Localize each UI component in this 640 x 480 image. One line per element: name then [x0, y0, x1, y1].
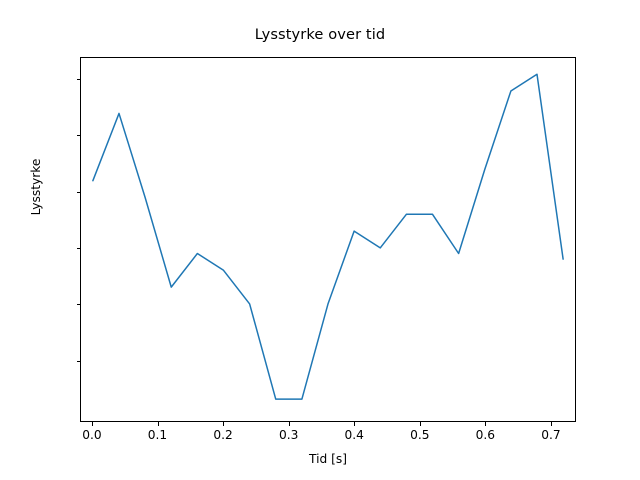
- x-tick-mark: [354, 422, 356, 426]
- x-tick-mark: [288, 422, 290, 426]
- x-tick-mark: [223, 422, 225, 426]
- x-tick-mark: [550, 422, 552, 426]
- x-tick-mark: [485, 422, 487, 426]
- y-tick-mark: [76, 247, 80, 249]
- chart-title: Lysstyrke over tid: [254, 26, 386, 43]
- y-tick-mark: [76, 191, 80, 193]
- x-tick-label: 0.2: [213, 428, 233, 442]
- plot-area: [80, 57, 576, 422]
- x-tick-label: 0.6: [475, 428, 496, 442]
- data-series-line: [92, 73, 564, 400]
- y-tick-mark: [76, 360, 80, 362]
- x-tick-label: 0.4: [344, 428, 364, 442]
- x-axis-label: Tid [s]: [309, 452, 347, 466]
- x-tick-label: 0.0: [82, 428, 102, 442]
- x-tick-label: 0.3: [278, 428, 299, 442]
- y-axis-label: Lysstyrke: [29, 158, 43, 216]
- y-tick-mark: [76, 78, 80, 80]
- y-tick-mark: [76, 135, 80, 137]
- data-line-svg: [92, 73, 564, 400]
- x-tick-mark: [91, 422, 93, 426]
- x-tick-mark: [157, 422, 159, 426]
- x-tick-mark: [419, 422, 421, 426]
- x-tick-label: 0.5: [410, 428, 430, 442]
- x-tick-label: 0.1: [147, 428, 168, 442]
- x-tick-label: 0.7: [541, 428, 561, 442]
- y-tick-mark: [76, 304, 80, 306]
